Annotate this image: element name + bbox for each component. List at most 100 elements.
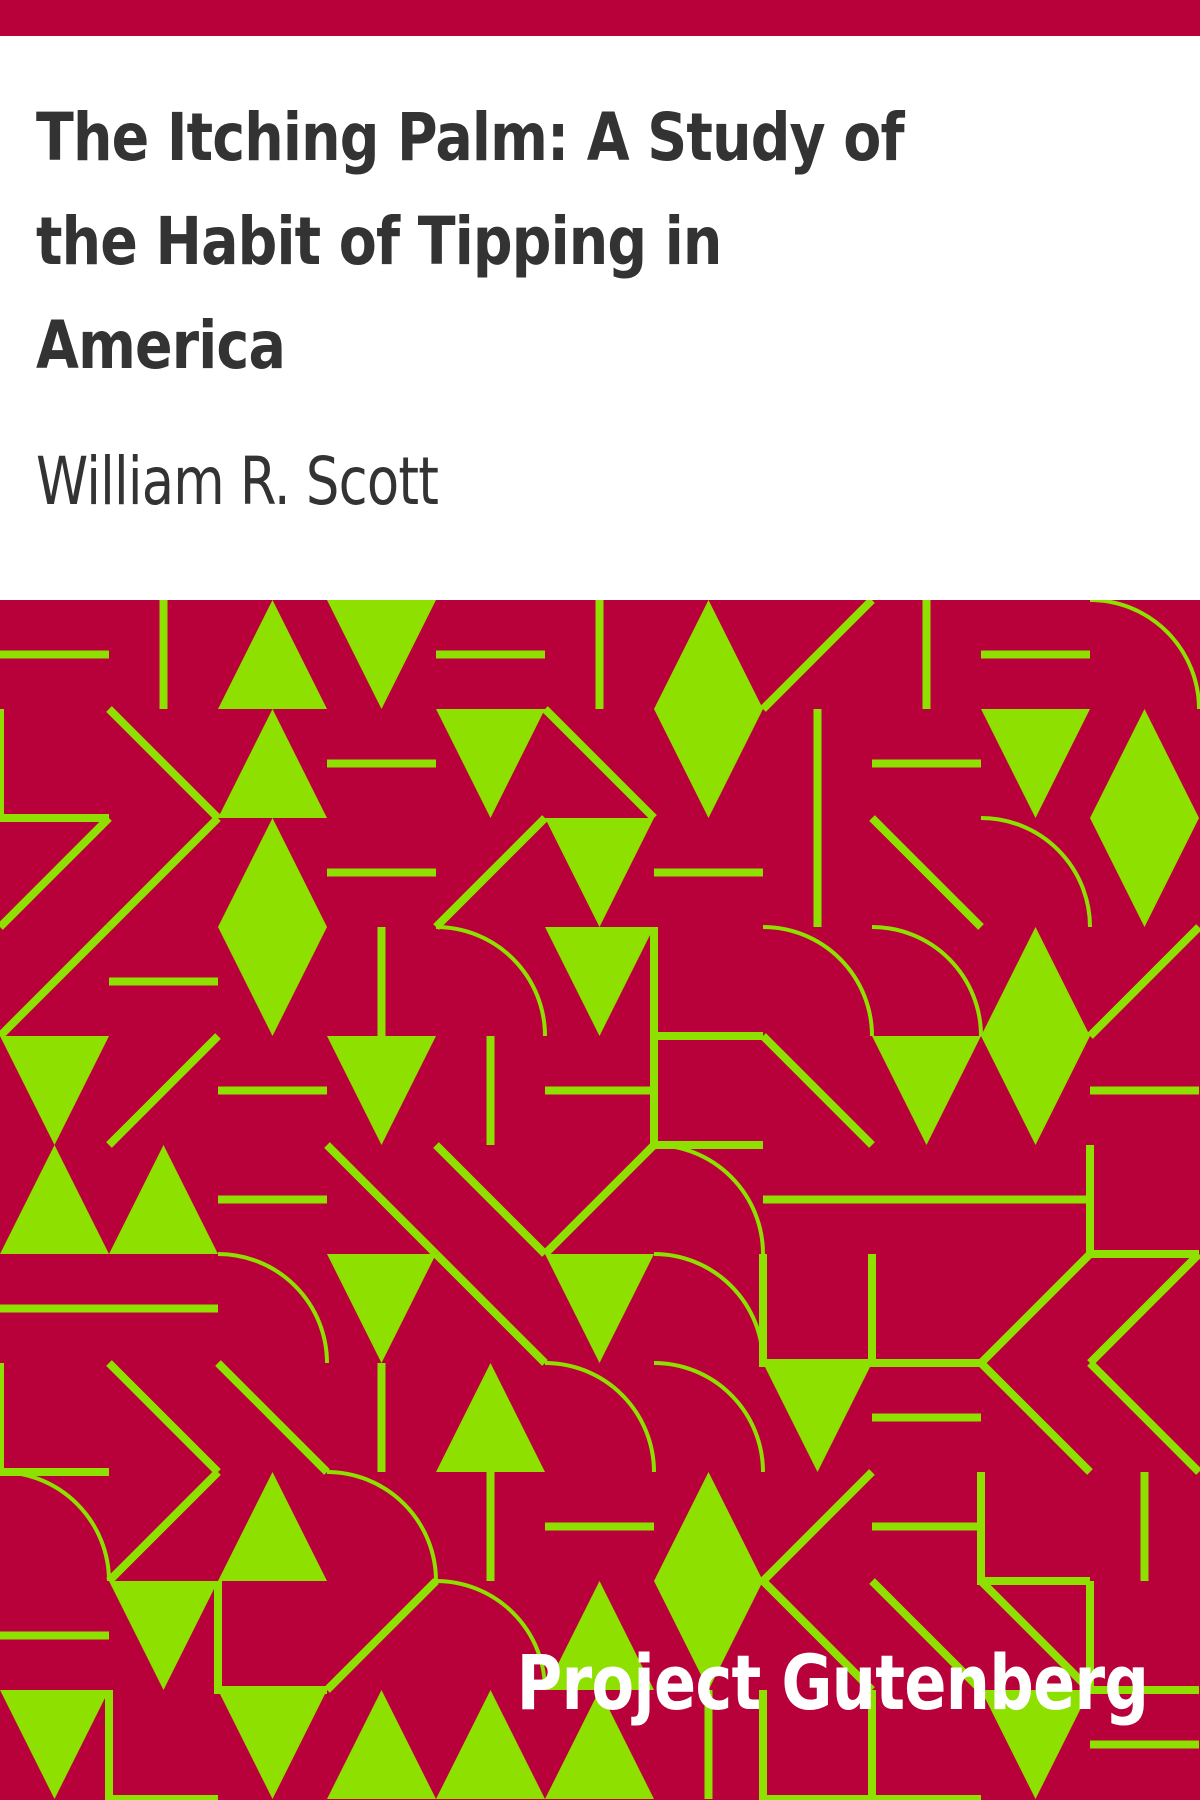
vertical-bar — [377, 1363, 386, 1472]
horizontal-bar — [545, 1522, 654, 1531]
triangle-shape — [981, 1690, 1090, 1799]
horizontal-bar — [654, 868, 763, 877]
horizontal-bar — [545, 1086, 654, 1095]
triangle-shape — [763, 1363, 872, 1472]
diagonal-line — [542, 706, 657, 821]
diagonal-line — [433, 815, 548, 930]
diagonal-line — [978, 1360, 1093, 1475]
corner-shape — [105, 1690, 218, 1800]
horizontal-bar — [436, 650, 545, 659]
diagonal-line — [0, 924, 112, 1039]
diagonal-line — [978, 1578, 1093, 1693]
diagonal-line — [1087, 1251, 1200, 1366]
horizontal-bar — [1090, 1740, 1199, 1749]
cover-pattern — [0, 600, 1200, 1800]
triangle-shape — [327, 600, 436, 709]
vertical-bar — [486, 1036, 495, 1145]
horizontal-bar — [327, 868, 436, 877]
triangle-shape — [1090, 709, 1199, 818]
triangle-shape — [436, 1690, 545, 1799]
horizontal-bar — [981, 650, 1090, 659]
corner-shape — [0, 1363, 109, 1476]
diagonal-line — [978, 1251, 1093, 1366]
arc-shape — [762, 925, 874, 1037]
triangle-shape — [436, 1363, 545, 1472]
triangle-shape — [654, 1472, 763, 1581]
diagonal-line — [106, 815, 221, 930]
diagonal-line — [433, 1251, 548, 1366]
diagonal-line — [542, 1142, 657, 1257]
triangle-shape — [218, 709, 327, 818]
triangle-shape — [545, 1254, 654, 1363]
diagonal-line — [869, 1578, 984, 1693]
horizontal-bar — [763, 1195, 872, 1204]
book-author: William R. Scott — [36, 443, 439, 520]
arc-shape — [1089, 600, 1200, 710]
arc-shape — [435, 1579, 547, 1691]
triangle-shape — [0, 1036, 109, 1145]
horizontal-bar — [218, 1195, 327, 1204]
arc-shape — [980, 816, 1092, 928]
horizontal-bar — [0, 1304, 109, 1313]
horizontal-bar — [327, 759, 436, 768]
corner-shape — [759, 1690, 872, 1800]
publisher-label: Project Gutenberg — [516, 1638, 1148, 1727]
diagonal-line — [760, 1033, 875, 1148]
top-color-bar — [0, 0, 1200, 36]
vertical-bar — [595, 600, 604, 709]
diagonal-line — [215, 1360, 330, 1475]
horizontal-bar — [218, 1086, 327, 1095]
triangle-shape — [981, 1036, 1090, 1145]
horizontal-bar — [109, 1304, 218, 1313]
diagonal-line — [760, 1469, 875, 1584]
diagonal-line — [1087, 924, 1200, 1039]
arc-shape — [326, 1470, 438, 1582]
diagonal-line — [324, 1578, 439, 1693]
arc-shape — [217, 1252, 329, 1364]
arc-shape — [544, 1361, 656, 1473]
title-panel: The Itching Palm: A Study of the Habit o… — [0, 36, 1200, 600]
corner-shape — [0, 709, 109, 822]
diagonal-line — [760, 1578, 875, 1693]
diagonal-line — [0, 815, 112, 930]
diagonal-line — [760, 600, 875, 712]
vertical-bar — [159, 600, 168, 709]
horizontal-bar — [0, 650, 109, 659]
triangle-shape — [872, 1036, 981, 1145]
book-title: The Itching Palm: A Study of the Habit o… — [36, 99, 905, 384]
vertical-bar — [922, 600, 931, 709]
triangle-shape — [218, 1472, 327, 1581]
diagonal-line — [106, 1469, 221, 1584]
diagonal-line — [106, 1033, 221, 1148]
horizontal-bar — [872, 1195, 981, 1204]
triangle-shape — [109, 1581, 218, 1690]
vertical-bar — [813, 709, 822, 818]
vertical-bar — [486, 1472, 495, 1581]
triangle-shape — [545, 1690, 654, 1799]
triangle-shape — [327, 1036, 436, 1145]
vertical-bar — [377, 927, 386, 1036]
diagonal-line — [869, 815, 984, 930]
vertical-bar — [704, 1690, 713, 1799]
corner-shape — [868, 1690, 981, 1800]
triangle-shape — [1090, 818, 1199, 927]
vertical-bar — [1140, 1472, 1149, 1581]
triangle-shape — [654, 709, 763, 818]
triangle-shape — [218, 1690, 327, 1799]
horizontal-bar — [1090, 1086, 1199, 1095]
triangle-shape — [545, 818, 654, 927]
arc-shape — [871, 925, 983, 1037]
triangle-shape — [327, 1254, 436, 1363]
triangle-shape — [436, 709, 545, 818]
arc-shape — [653, 1143, 765, 1255]
triangle-shape — [545, 1581, 654, 1690]
triangle-shape — [654, 600, 763, 709]
horizontal-bar — [0, 1631, 109, 1640]
diagonal-line — [324, 1142, 439, 1257]
horizontal-bar — [872, 1413, 981, 1422]
triangle-shape — [981, 709, 1090, 818]
arc-shape — [435, 925, 547, 1037]
diagonal-line — [433, 1142, 548, 1257]
triangle-shape — [0, 1690, 109, 1799]
triangle-shape — [218, 927, 327, 1036]
